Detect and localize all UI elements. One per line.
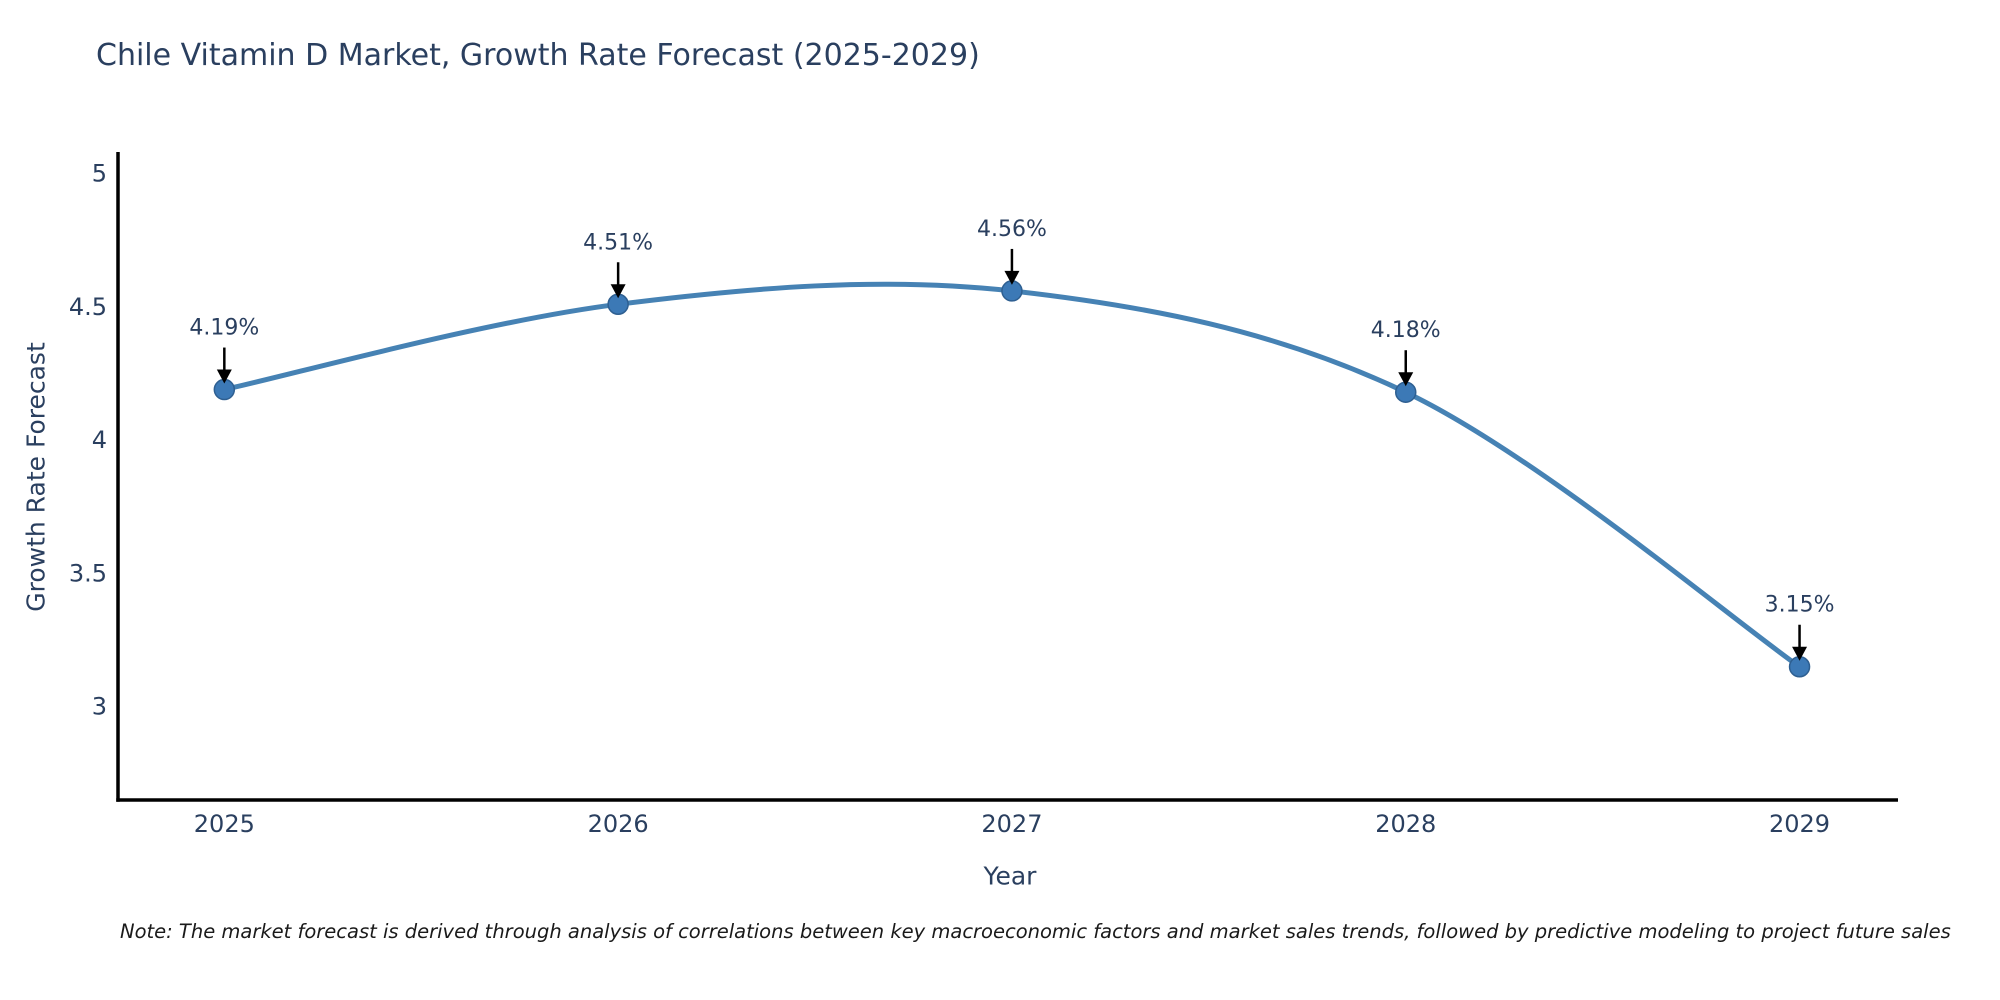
- y-tick-label: 4.5: [69, 293, 107, 321]
- annotation-label: 4.18%: [1371, 318, 1441, 343]
- footnote: Note: The market forecast is derived thr…: [120, 920, 1951, 943]
- x-tick-label: 2027: [981, 810, 1042, 838]
- x-tick-label: 2025: [194, 810, 255, 838]
- y-tick-label: 5: [92, 160, 107, 188]
- annotation-arrowhead-icon: [610, 284, 626, 299]
- y-axis-title: Growth Rate Forecast: [21, 342, 51, 612]
- y-tick-label: 3.5: [69, 559, 107, 587]
- y-tick-label: 3: [92, 693, 107, 721]
- annotation-arrowhead-icon: [1792, 646, 1808, 661]
- y-tick-label: 4: [92, 426, 107, 454]
- x-tick-label: 2029: [1769, 810, 1830, 838]
- annotation-label: 3.15%: [1765, 593, 1835, 618]
- forecast-line: [223, 281, 1801, 669]
- annotation-arrowhead-icon: [216, 369, 232, 384]
- x-tick-label: 2026: [588, 810, 649, 838]
- annotation-label: 4.56%: [977, 217, 1047, 242]
- annotation-arrowhead-icon: [1398, 372, 1414, 387]
- x-tick-label: 2028: [1375, 810, 1436, 838]
- annotation-arrowhead-icon: [1004, 270, 1020, 285]
- chart-title: Chile Vitamin D Market, Growth Rate Fore…: [96, 38, 980, 73]
- annotation-label: 4.51%: [583, 230, 653, 255]
- annotation-label: 4.19%: [189, 316, 259, 341]
- x-axis-title: Year: [983, 861, 1037, 891]
